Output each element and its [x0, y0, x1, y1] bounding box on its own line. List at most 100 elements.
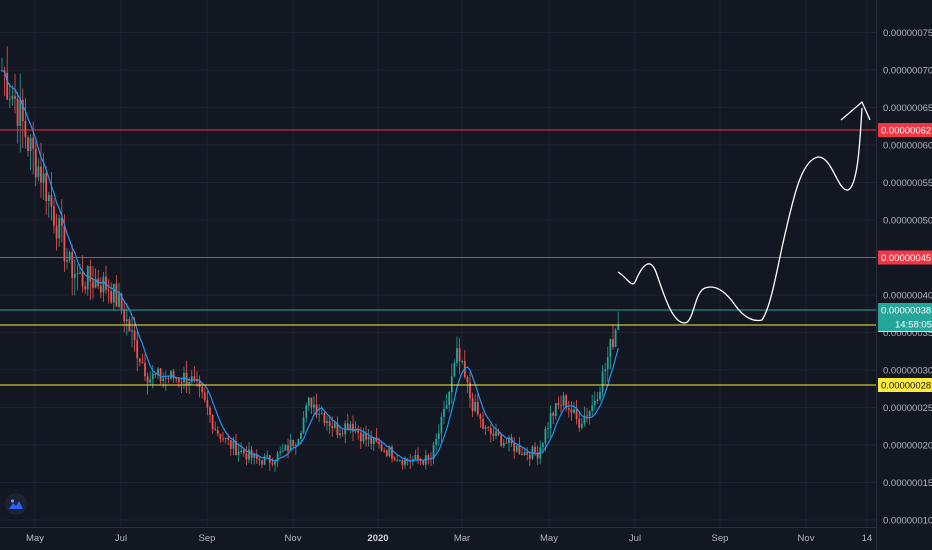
candle-body [266, 455, 269, 457]
candle-body [40, 166, 42, 183]
candle-body [505, 442, 508, 444]
candle-body [320, 413, 323, 415]
candle-body [331, 426, 334, 428]
candle-body [541, 443, 544, 448]
candle-body [378, 441, 380, 445]
candle-body [71, 252, 74, 278]
candle-body [34, 148, 37, 178]
x-tick-label: Jul [629, 533, 641, 544]
candle-body [606, 357, 609, 370]
candle-body [487, 427, 490, 429]
candle-body [297, 438, 300, 446]
candle-body [138, 358, 141, 363]
candle-body [175, 378, 178, 380]
candle-body [370, 436, 373, 444]
candle-body [232, 440, 235, 449]
x-tick-label: Nov [798, 533, 815, 544]
candle-body [593, 401, 596, 406]
candle-body [508, 437, 510, 443]
candle-body [435, 438, 438, 445]
candle-body [248, 449, 250, 460]
candle-body [383, 450, 386, 452]
candle-body [237, 451, 240, 456]
candle-body [289, 439, 292, 451]
x-tick-label: May [26, 533, 44, 544]
time-axis[interactable]: May Jul Sep Nov 2020 Mar May Jul Sep Nov 14 [26, 533, 872, 544]
y-tick-label: 0.00000030 [883, 366, 932, 377]
candle-body [107, 289, 110, 292]
candle-body [245, 453, 248, 460]
candle-body [144, 362, 146, 377]
candle-body [495, 431, 497, 436]
candle-body [60, 217, 63, 226]
candle-body [115, 283, 118, 307]
candle-body [440, 416, 443, 434]
x-tick-label: Jul [115, 533, 127, 544]
candle-body [32, 137, 35, 149]
candle-body [141, 362, 144, 364]
candle-body [149, 379, 152, 383]
candle-body [180, 382, 183, 384]
candle-body [544, 428, 547, 444]
horizontal-levels [0, 129, 876, 386]
candle-body [157, 368, 159, 375]
candle-body [170, 370, 172, 379]
candle-body [591, 405, 594, 412]
candle-body [515, 445, 518, 452]
x-tick-label: Sep [712, 533, 729, 544]
candle-body [302, 417, 305, 433]
candle-body [352, 424, 354, 432]
candle-body [448, 392, 451, 406]
candle-body [365, 433, 367, 440]
candle-body [474, 401, 477, 412]
price-axis[interactable]: 0.00000075 0.00000070 0.00000065 0.00000060… [883, 28, 932, 527]
candle-body [570, 409, 573, 413]
candle-body [560, 405, 562, 407]
candle-body [261, 460, 263, 465]
candle-body [562, 395, 565, 406]
candle-body [453, 362, 456, 377]
candle-body [476, 401, 479, 415]
candle-body [445, 405, 448, 409]
candle-body [414, 455, 417, 460]
candle-body [500, 434, 503, 446]
countdown-tag [878, 317, 932, 331]
grid-lines [0, 0, 876, 527]
candle-body [55, 225, 58, 239]
candle-body [549, 412, 552, 429]
candle-body [274, 461, 276, 465]
candle-body [63, 225, 66, 262]
candle-body [398, 460, 401, 462]
candle-body [37, 166, 40, 178]
candle-body [307, 397, 310, 406]
x-tick-label: May [540, 533, 558, 544]
candle-body [419, 459, 422, 461]
y-tick-label: 0.00000015 [883, 478, 932, 489]
candle-body [99, 286, 102, 293]
candle-body [573, 409, 575, 413]
candle-body [313, 404, 315, 408]
candle-body [333, 423, 336, 428]
y-tick-label: 0.00000040 [883, 291, 932, 302]
candle-body [242, 450, 245, 454]
candle-body [318, 413, 321, 415]
candle-body [450, 376, 453, 393]
tradingview-logo-icon[interactable] [5, 493, 27, 515]
candlestick-series [1, 46, 620, 472]
projection-path[interactable] [617, 107, 863, 324]
candle-body [427, 455, 430, 459]
candle-body [614, 329, 617, 348]
candle-body [326, 421, 328, 424]
x-tick-label: 14 [862, 533, 873, 544]
candle-body [557, 403, 560, 406]
candle-body [305, 405, 308, 418]
candle-body [534, 446, 536, 453]
candle-body [300, 432, 302, 439]
candle-body [523, 452, 526, 456]
candle-body [443, 408, 445, 417]
candle-body [76, 272, 79, 274]
candle-body [120, 293, 123, 310]
candle-body [604, 369, 607, 372]
candle-body [198, 381, 201, 387]
